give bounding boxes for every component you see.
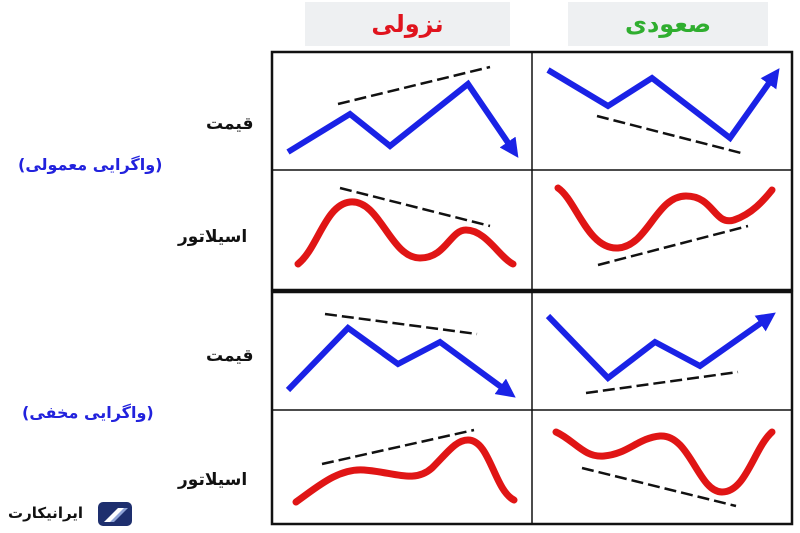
trendline-hidden-bearish-price (324, 312, 478, 336)
trendline-hidden-bullish-oscillator (581, 466, 737, 508)
trendline-regular-bearish-oscillator (339, 186, 491, 228)
bearish-header: نزولی (305, 2, 510, 46)
hidden-divergence-frame (270, 290, 794, 526)
logo-card-icon (98, 502, 132, 526)
price-line-hidden-bearish (285, 324, 516, 398)
regular-divergence-frame (270, 50, 794, 292)
oscillator-regular-bearish (294, 198, 517, 268)
price-line-regular-bullish (546, 67, 780, 143)
oscillator-label-hidden: اسیلاتور (178, 470, 248, 490)
trendline-hidden-bullish-price (585, 370, 739, 395)
oscillator-label-regular: اسیلاتور (178, 227, 248, 247)
logo: ایرانیکارت (8, 500, 134, 530)
trendline-regular-bullish-price (596, 114, 746, 156)
oscillator-hidden-bullish (552, 428, 776, 496)
price-line-hidden-bullish (545, 312, 776, 383)
trendline-regular-bullish-oscillator (597, 224, 749, 267)
oscillator-regular-bullish (554, 184, 776, 252)
price-line-regular-bearish (286, 79, 519, 158)
hidden-divergence-label: (واگرایی مخفی) (22, 403, 154, 422)
price-label-hidden: قیمت (206, 346, 254, 366)
logo-text: ایرانیکارت (8, 504, 84, 522)
trendline-regular-bearish-price (337, 65, 491, 106)
price-label-regular: قیمت (206, 114, 254, 134)
regular-divergence-label: (واگرایی معمولی) (18, 155, 163, 174)
bullish-header: صعودی (568, 2, 768, 46)
oscillator-hidden-bearish (292, 436, 518, 506)
trendline-hidden-bearish-oscillator (321, 428, 475, 466)
